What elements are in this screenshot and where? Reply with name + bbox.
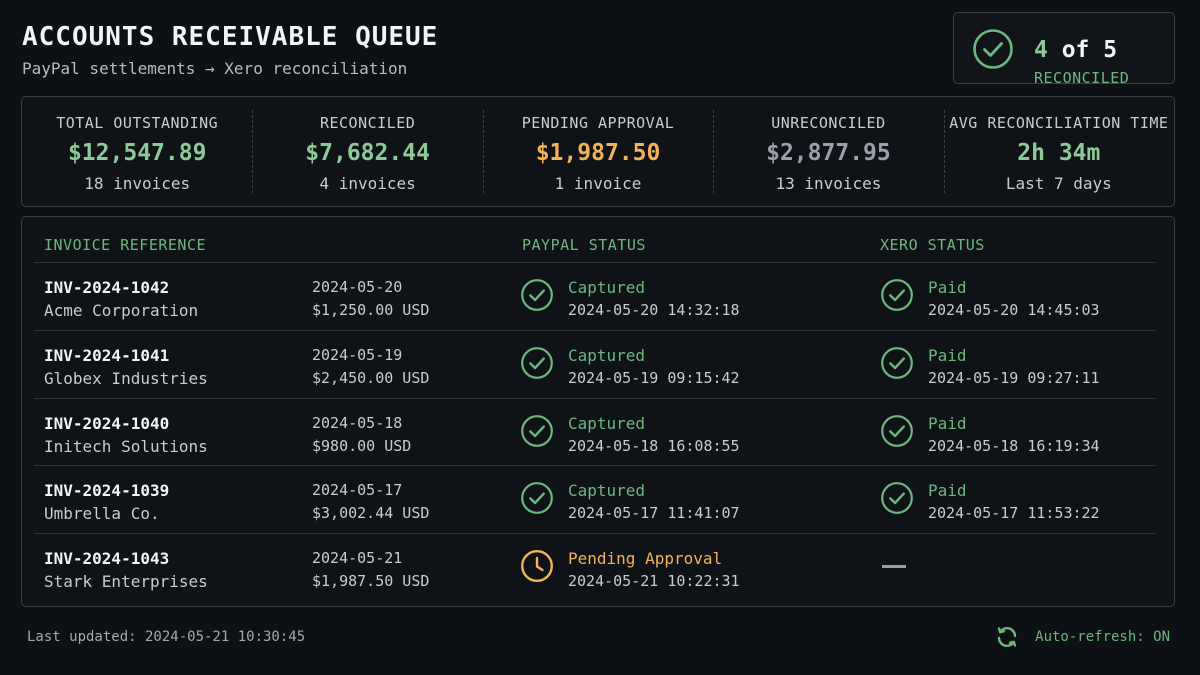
xero-status-label: Paid xyxy=(928,481,967,501)
invoice-amount: $2,450.00 USD xyxy=(312,368,430,387)
paypal-status-time: 2024-05-17 11:41:07 xyxy=(568,504,740,523)
xero-status-label: Paid xyxy=(928,278,967,297)
invoice-reference[interactable]: INV-2024-1043 xyxy=(44,549,170,569)
refresh-icon[interactable] xyxy=(995,625,1019,649)
check-circle-icon xyxy=(521,346,553,379)
clock-icon xyxy=(520,550,554,583)
xero-status-time: 2024-05-17 11:53:22 xyxy=(928,504,1100,523)
last-updated: Last updated: 2024-05-21 10:30:45 xyxy=(27,629,306,645)
table-body: INV-2024-1042 Acme Corporation 2024-05-2… xyxy=(34,263,1156,602)
check-circle-icon xyxy=(881,482,913,515)
customer-name: Umbrella Co. xyxy=(44,504,160,524)
check-circle-icon xyxy=(881,346,913,379)
page-title: ACCOUNTS RECEIVABLE QUEUE xyxy=(22,22,439,52)
reconciled-summary-badge: 4 of 5 RECONCILED xyxy=(953,12,1175,87)
table-header: INVOICE REFERENCE PAYPAL STATUS XERO STA… xyxy=(34,217,1156,263)
check-circle-icon xyxy=(521,414,553,447)
stat-sub: 18 invoices xyxy=(84,174,191,193)
column-header-invoice[interactable]: INVOICE REFERENCE xyxy=(44,236,207,254)
invoice-date: 2024-05-17 xyxy=(312,481,403,500)
invoice-reference[interactable]: INV-2024-1041 xyxy=(44,345,170,365)
reconciled-label: RECONCILED xyxy=(1034,69,1130,87)
paypal-status-time: 2024-05-21 10:22:31 xyxy=(568,572,740,591)
invoice-amount: $980.00 USD xyxy=(312,436,412,455)
xero-status-label: Paid xyxy=(928,345,967,365)
table-row[interactable]: INV-2024-1041 Globex Industries 2024-05-… xyxy=(34,331,1156,399)
stat-unreconciled: UNRECONCILED $2,877.95 13 invoices xyxy=(713,97,943,206)
stat-label: PENDING APPROVAL xyxy=(521,114,675,132)
invoice-date: 2024-05-19 xyxy=(312,345,403,364)
paypal-status-label: Captured xyxy=(568,481,646,501)
stat-value: 2h 34m xyxy=(1017,140,1101,166)
xero-status-time: 2024-05-20 14:45:03 xyxy=(928,301,1100,319)
column-header-paypal[interactable]: PAYPAL STATUS xyxy=(522,236,646,254)
stats-bar: TOTAL OUTSTANDING $12,547.89 18 invoices… xyxy=(21,96,1175,207)
reconciled-count: 4 of 5 xyxy=(1034,37,1118,63)
invoice-reference[interactable]: INV-2024-1039 xyxy=(44,481,170,501)
check-circle-icon xyxy=(881,279,913,311)
xero-status-time: 2024-05-19 09:27:11 xyxy=(928,368,1100,387)
stat-sub: 1 invoice xyxy=(554,174,642,193)
paypal-status-time: 2024-05-19 09:15:42 xyxy=(568,368,740,387)
paypal-status-label: Captured xyxy=(568,278,646,297)
stat-sub: Last 7 days xyxy=(1005,174,1112,193)
customer-name: Initech Solutions xyxy=(44,436,208,456)
auto-refresh-label: Auto-refresh: ON xyxy=(1035,629,1170,645)
stat-sub: 4 invoices xyxy=(319,174,416,193)
xero-status-label: Paid xyxy=(928,413,967,433)
invoice-date: 2024-05-20 xyxy=(312,278,403,296)
check-circle-icon xyxy=(521,279,553,311)
invoice-amount: $3,002.44 USD xyxy=(312,504,430,523)
stat-total-outstanding: TOTAL OUTSTANDING $12,547.89 18 invoices xyxy=(22,97,252,206)
invoice-reference[interactable]: INV-2024-1042 xyxy=(44,278,170,297)
table-row[interactable]: INV-2024-1039 Umbrella Co. 2024-05-17 $3… xyxy=(34,466,1156,535)
customer-name: Stark Enterprises xyxy=(44,572,208,592)
stat-avg-reconciliation-time: AVG RECONCILIATION TIME 2h 34m Last 7 da… xyxy=(943,97,1174,206)
stat-sub: 13 invoices xyxy=(775,174,882,193)
stat-label: UNRECONCILED xyxy=(771,114,886,132)
invoice-date: 2024-05-18 xyxy=(312,413,403,432)
page-subtitle: PayPal settlements → Xero reconciliation xyxy=(22,59,408,78)
table-row[interactable]: INV-2024-1040 Initech Solutions 2024-05-… xyxy=(34,399,1156,467)
empty-status-dash xyxy=(882,565,906,569)
customer-name: Globex Industries xyxy=(44,368,208,388)
paypal-status-time: 2024-05-18 16:08:55 xyxy=(568,436,740,455)
stat-label: TOTAL OUTSTANDING xyxy=(56,114,219,132)
paypal-status-label: Pending Approval xyxy=(568,549,723,569)
paypal-status-label: Captured xyxy=(568,413,646,433)
stat-pending-approval: PENDING APPROVAL $1,987.50 1 invoice xyxy=(482,97,713,206)
stat-reconciled: RECONCILED $7,682.44 4 invoices xyxy=(252,97,482,206)
stat-label: RECONCILED xyxy=(319,114,416,132)
stat-value: $1,987.50 xyxy=(535,140,661,166)
table-row[interactable]: INV-2024-1042 Acme Corporation 2024-05-2… xyxy=(34,263,1156,331)
check-circle-icon xyxy=(881,414,913,447)
invoice-reference[interactable]: INV-2024-1040 xyxy=(44,413,170,433)
invoice-table: INVOICE REFERENCE PAYPAL STATUS XERO STA… xyxy=(21,216,1175,607)
xero-status-time: 2024-05-18 16:19:34 xyxy=(928,436,1100,455)
stat-value: $12,547.89 xyxy=(67,140,207,166)
stat-value: $7,682.44 xyxy=(305,140,430,166)
paypal-status-label: Captured xyxy=(568,345,646,365)
invoice-amount: $1,987.50 USD xyxy=(312,572,430,591)
table-row[interactable]: INV-2024-1043 Stark Enterprises 2024-05-… xyxy=(34,534,1156,602)
customer-name: Acme Corporation xyxy=(44,301,199,320)
check-circle-icon xyxy=(973,29,1013,69)
stat-label: AVG RECONCILIATION TIME xyxy=(949,114,1169,132)
paypal-status-time: 2024-05-20 14:32:18 xyxy=(568,301,740,319)
invoice-amount: $1,250.00 USD xyxy=(312,301,430,319)
stat-value: $2,877.95 xyxy=(766,140,891,166)
check-circle-icon xyxy=(521,482,553,515)
auto-refresh-toggle[interactable]: Auto-refresh: ON xyxy=(995,625,1170,649)
column-header-xero[interactable]: XERO STATUS xyxy=(880,236,985,254)
invoice-date: 2024-05-21 xyxy=(312,549,403,568)
